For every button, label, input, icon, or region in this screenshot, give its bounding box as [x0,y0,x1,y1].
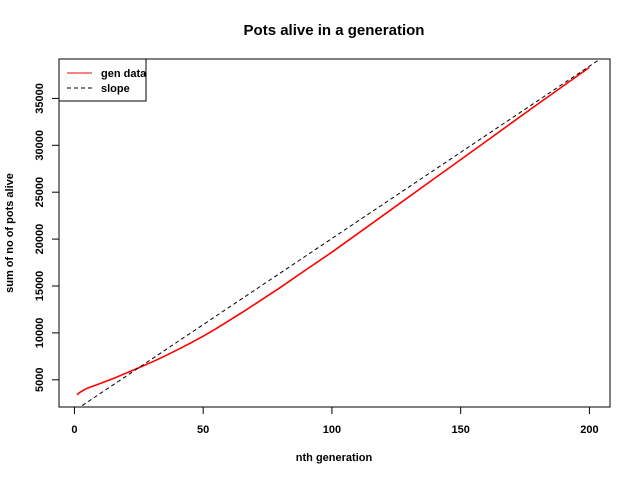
y-tick-label: 10000 [34,318,46,349]
legend-label: gen data [101,68,147,80]
x-axis-label: nth generation [296,452,373,464]
x-tick-label: 50 [197,424,209,436]
y-tick-label: 15000 [34,271,46,302]
x-tick-label: 200 [580,424,598,436]
y-axis-label: sum of no of pots alive [4,173,16,293]
y-tick-label: 5000 [34,368,46,392]
x-tick-label: 100 [323,424,341,436]
x-tick-label: 150 [451,424,469,436]
legend: gen data slope [58,58,147,102]
series-line-gen-data [76,66,590,396]
legend-label: slope [101,83,130,95]
y-tick-label: 35000 [34,83,46,114]
y-tick-label: 25000 [34,177,46,208]
y-tick-label: 20000 [34,224,46,255]
x-tick-label: 0 [71,424,77,436]
series-layer [76,59,602,407]
axes: 0 50 100 150 200 5000 10000 15000 20000 25000 3000… [34,83,599,436]
series-line-slope [79,59,602,407]
y-tick-label: 30000 [34,130,46,161]
chart-title: Pots alive in a generation [244,22,425,39]
legend-box [58,58,147,102]
plot-frame [58,58,611,408]
